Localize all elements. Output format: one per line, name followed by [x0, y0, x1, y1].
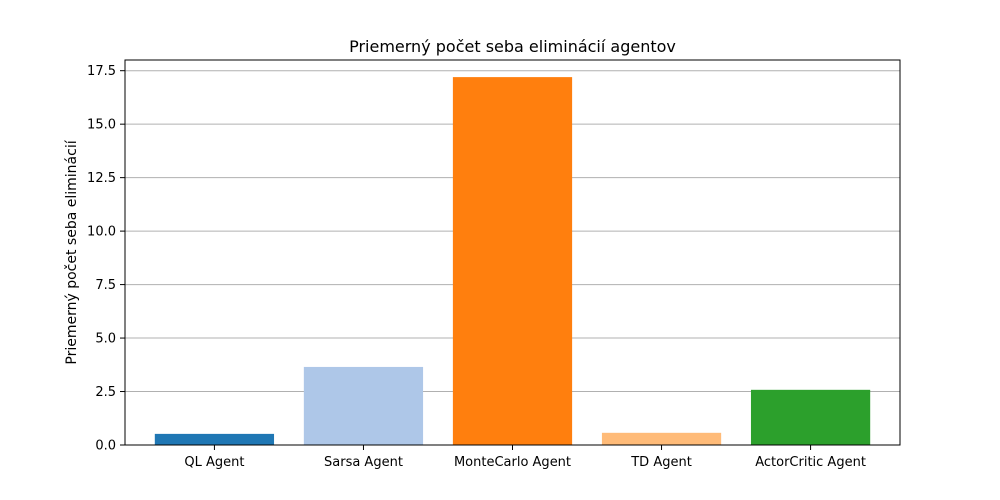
- bars: [154, 77, 871, 445]
- bar-ql-agent: [154, 433, 275, 445]
- x-tick-label: ActorCritic Agent: [755, 455, 866, 470]
- y-tick-label: 0.0: [95, 439, 116, 454]
- x-tick-label: MonteCarlo Agent: [454, 455, 571, 470]
- bar-actorcritic-agent: [750, 389, 871, 445]
- y-tick-label: 12.5: [87, 171, 116, 186]
- y-tick-label: 7.5: [95, 278, 116, 293]
- chart-title: Priemerný počet seba eliminácií agentov: [349, 37, 676, 56]
- y-axis-ticks: 0.0 2.5 5.0 7.5 10.0 12.5 15.0 17.5: [87, 64, 125, 454]
- y-axis-label: Priemerný počet seba eliminácií: [64, 139, 80, 364]
- y-tick-label: 2.5: [95, 385, 116, 400]
- x-tick-label: QL Agent: [184, 455, 244, 470]
- y-tick-label: 17.5: [87, 64, 116, 79]
- x-axis-ticks: QL Agent Sarsa Agent MonteCarlo Agent TD Ag…: [184, 445, 866, 470]
- bar-td-agent: [601, 432, 722, 445]
- bar-montecarlo-agent: [452, 77, 573, 445]
- y-tick-label: 10.0: [87, 225, 116, 240]
- x-tick-label: Sarsa Agent: [324, 455, 403, 470]
- x-tick-label: TD Agent: [630, 455, 692, 470]
- y-tick-label: 15.0: [87, 118, 116, 133]
- bar-sarsa-agent: [303, 366, 424, 445]
- y-tick-label: 5.0: [95, 332, 116, 347]
